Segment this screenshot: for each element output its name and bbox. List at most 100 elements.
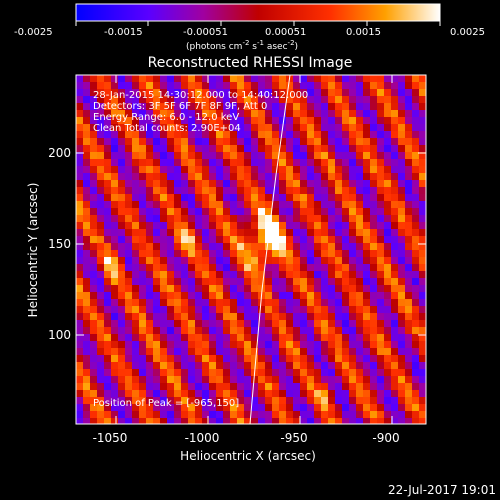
heatmap-cell [272,215,280,223]
heatmap-cell [356,348,364,356]
heatmap-cell [328,292,336,300]
heatmap-cell [328,278,336,286]
heatmap-cell [391,418,399,424]
heatmap-cell [209,201,217,209]
heatmap-cell [174,208,182,216]
heatmap-cell [356,264,364,272]
heatmap-cell [293,103,301,111]
heatmap-cell [335,131,343,139]
heatmap-cell [370,334,378,342]
heatmap-cell [244,376,252,384]
heatmap-cell [125,390,133,398]
heatmap-cell [300,271,308,279]
heatmap-cell [174,117,182,125]
heatmap-cell [265,89,273,97]
heatmap-cell [223,299,231,307]
heatmap-cell [83,362,91,370]
heatmap-cell [286,292,294,300]
heatmap-cell [174,159,182,167]
heatmap-cell [76,411,84,419]
heatmap-cell [76,152,84,160]
heatmap-cell [174,348,182,356]
heatmap-cell [391,103,399,111]
heatmap-cell [216,166,224,174]
heatmap-cell [118,355,126,363]
heatmap-cell [244,89,252,97]
heatmap-cell [265,180,273,188]
heatmap-cell [321,383,329,391]
heatmap-cell [300,299,308,307]
heatmap-cell [314,82,322,90]
heatmap-cell [419,383,426,391]
heatmap-cell [125,215,133,223]
heatmap-cell [230,411,238,419]
heatmap-cell [307,124,315,132]
heatmap-cell [97,222,105,230]
heatmap-cell [300,166,308,174]
heatmap-cell [300,208,308,216]
heatmap-cell [377,418,385,424]
heatmap-cell [97,341,105,349]
heatmap-cell [356,96,364,104]
heatmap-cell [181,383,189,391]
heatmap-cell [216,250,224,258]
heatmap-cell [111,222,119,230]
heatmap-cell [188,159,196,167]
heatmap-cell [342,89,350,97]
heatmap-cell [111,243,119,251]
heatmap-cell [279,110,287,118]
info-line: Energy Range: 6.0 - 12.0 keV [93,112,239,123]
heatmap-cell [174,327,182,335]
heatmap-cell [76,369,84,377]
heatmap-cell [251,89,259,97]
heatmap-cell [153,334,161,342]
heatmap-cell [342,124,350,132]
heatmap-cell [146,222,154,230]
heatmap-cell [132,103,140,111]
heatmap-cell [202,131,210,139]
heatmap-cell [314,187,322,195]
heatmap-cell [83,194,91,202]
heatmap-cell [398,299,406,307]
heatmap-cell [335,208,343,216]
heatmap-cell [202,418,210,424]
heatmap-cell [139,243,147,251]
heatmap-cell [202,250,210,258]
heatmap-cell [363,215,371,223]
heatmap-cell [139,411,147,419]
heatmap-cell [125,194,133,202]
heatmap-cell [307,299,315,307]
heatmap-cell [314,145,322,153]
heatmap-cell [363,243,371,251]
heatmap-cell [342,166,350,174]
heatmap-cell [314,194,322,202]
heatmap-cell [174,96,182,104]
heatmap-cell [195,152,203,160]
heatmap-cell [216,194,224,202]
heatmap-cell [244,166,252,174]
heatmap-cell [202,89,210,97]
heatmap-cell [104,320,112,328]
heatmap-cell [104,124,112,132]
heatmap-cell [104,411,112,419]
heatmap-cell [202,96,210,104]
heatmap-cell [104,243,112,251]
heatmap-cell [265,215,273,223]
heatmap-cell [181,264,189,272]
heatmap-cell [195,145,203,153]
heatmap-cell [118,194,126,202]
heatmap-cell [328,110,336,118]
heatmap-cell [391,166,399,174]
heatmap-cell [419,159,426,167]
heatmap-cell [76,292,84,300]
heatmap-cell [216,131,224,139]
heatmap-cell [181,89,189,97]
heatmap-cell [307,390,315,398]
heatmap-cell [412,313,420,321]
heatmap-cell [251,341,259,349]
heatmap-cell [335,257,343,265]
heatmap-cell [97,187,105,195]
heatmap-cell [153,82,161,90]
heatmap-cell [300,313,308,321]
heatmap-cell [216,229,224,237]
